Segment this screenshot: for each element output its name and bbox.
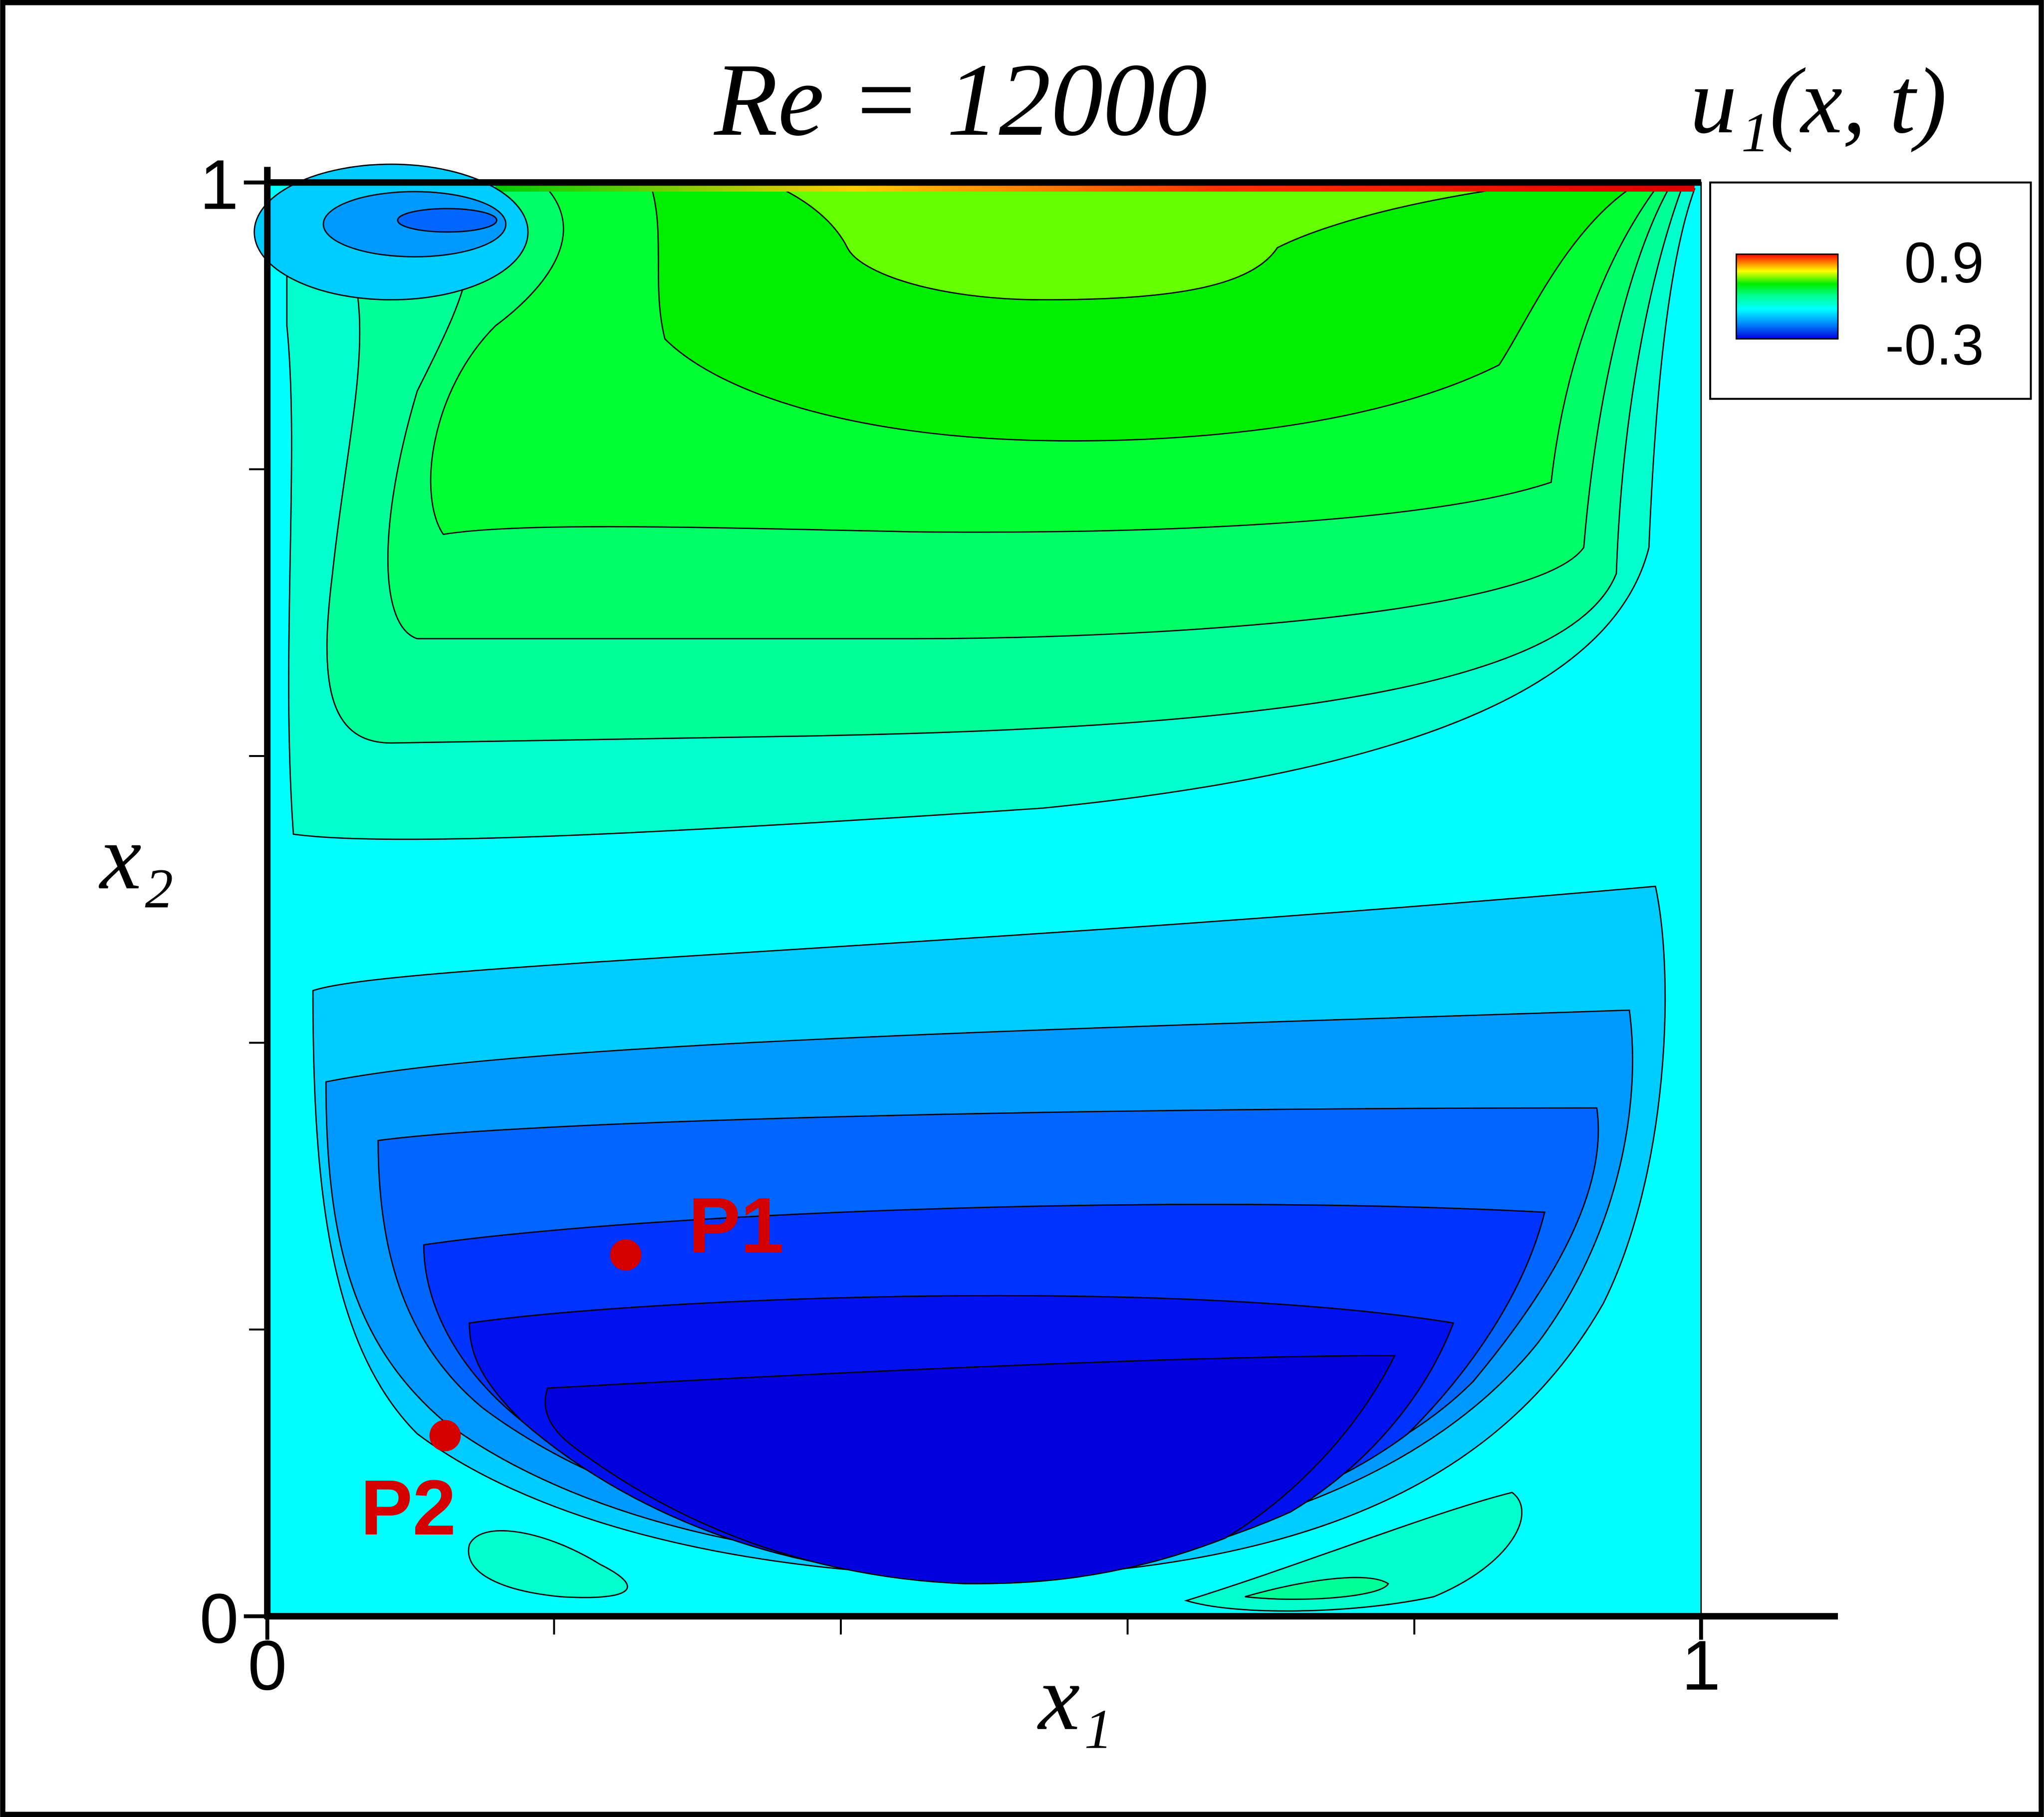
- probe-label: P1: [688, 1182, 784, 1269]
- x-axis-label: x₁: [1037, 1645, 1113, 1750]
- probe-label: P2: [360, 1464, 456, 1552]
- probe-point: [610, 1239, 642, 1271]
- contour-field: [254, 163, 1702, 1617]
- colorbar-tick-label: -0.3: [1885, 313, 1984, 377]
- chart-title: Re = 12000: [713, 42, 1207, 158]
- contour-band: [397, 208, 498, 233]
- y-axis-label: x₂: [98, 804, 174, 909]
- colorbar: [1736, 254, 1839, 340]
- contour-band: [1184, 1492, 1523, 1612]
- contour-band: [781, 188, 1500, 301]
- y-tick-label: 1: [200, 145, 239, 224]
- contour-band: [544, 1355, 1396, 1584]
- y-tick-label: 0: [200, 1579, 239, 1658]
- x-tick-label: 0: [248, 1626, 286, 1705]
- colorbar-tick-label: 0.9: [1904, 231, 1984, 295]
- contour-band: [468, 1530, 628, 1598]
- colorbar-title: u₁(x, t): [1690, 48, 1947, 153]
- x-tick-label: 1: [1682, 1626, 1721, 1705]
- contour-band: [1245, 1576, 1389, 1600]
- probe-point: [429, 1420, 461, 1452]
